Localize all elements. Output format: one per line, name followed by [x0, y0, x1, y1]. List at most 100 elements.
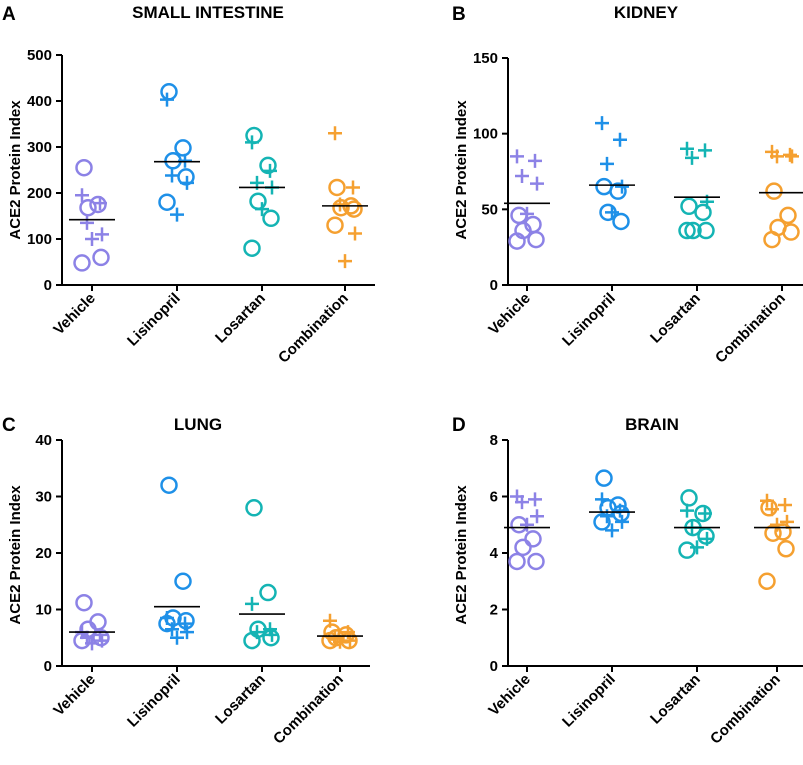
panel-letter: A — [2, 4, 16, 25]
data-point-plus — [605, 205, 619, 220]
data-point-circle — [609, 182, 627, 200]
y-tick-label: 30 — [35, 489, 52, 506]
data-point-plus — [615, 179, 629, 194]
data-point-plus — [95, 633, 109, 648]
x-category-label: Vehicle — [485, 671, 534, 720]
data-point-circle — [694, 203, 712, 222]
data-point-plus — [180, 175, 194, 190]
data-point-plus — [255, 202, 269, 217]
data-point-plus — [178, 616, 192, 631]
x-category-label: Lisinopril — [559, 290, 619, 350]
data-point-circle — [245, 499, 263, 517]
data-point-plus — [85, 232, 99, 246]
data-point-plus — [528, 153, 542, 168]
y-tick-label: 0 — [490, 277, 498, 294]
data-point-plus — [328, 126, 342, 141]
panel-lung: C LUNG ACE2 Protein Index 0 10 20 30 40 … — [2, 415, 370, 748]
y-tick-label: 400 — [27, 93, 52, 110]
data-point-circle — [514, 538, 532, 557]
data-point-plus — [245, 596, 259, 611]
data-point-circle — [92, 248, 110, 267]
data-point-circle — [160, 476, 178, 494]
chart-title: BRAIN — [625, 415, 679, 434]
data-point-circle — [595, 469, 613, 487]
data-point-plus — [615, 514, 629, 529]
data-point-circle — [259, 583, 277, 602]
data-point-plus — [160, 92, 174, 107]
y-axis-label: ACE2 Protein Index — [453, 100, 470, 240]
data-point-plus — [780, 514, 794, 529]
data-point-plus — [528, 492, 542, 507]
data-point-plus — [698, 506, 712, 521]
data-point-circle — [680, 197, 698, 216]
data-point-plus — [613, 132, 627, 147]
data-point-plus — [770, 149, 784, 164]
y-tick-label: 10 — [35, 602, 52, 619]
data-point-circle — [174, 572, 192, 590]
data-point-circle — [508, 552, 526, 571]
data-point-circle — [73, 254, 91, 272]
data-point-plus — [93, 196, 107, 211]
data-point-circle — [160, 83, 178, 101]
data-point-circle — [510, 206, 528, 225]
data-point-circle — [684, 221, 702, 240]
data-point-circle — [75, 158, 93, 177]
y-tick-label: 150 — [473, 50, 498, 67]
data-point-circle — [593, 513, 611, 531]
data-point-plus — [778, 497, 792, 512]
data-point-circle — [243, 239, 261, 257]
data-point-plus — [263, 163, 277, 178]
data-point-plus — [170, 207, 184, 222]
data-point-plus — [613, 503, 627, 518]
data-point-plus — [338, 254, 352, 269]
y-tick-label: 500 — [27, 47, 52, 64]
x-category-label: Losartan — [212, 671, 269, 728]
data-point-plus — [785, 149, 799, 164]
y-axis-label: ACE2 Protein Index — [7, 100, 24, 240]
data-point-circle — [527, 552, 545, 571]
y-tick-label: 0 — [44, 658, 52, 675]
data-point-plus — [680, 503, 694, 518]
data-point-plus — [685, 150, 699, 165]
data-point-circle — [326, 216, 344, 234]
data-point-circle — [678, 541, 696, 559]
x-category-label: Combination — [712, 290, 789, 367]
chart-title: SMALL INTESTINE — [132, 3, 284, 22]
y-tick-label: 40 — [35, 432, 52, 449]
x-category-label: Vehicle — [50, 671, 99, 720]
data-point-circle — [89, 195, 107, 214]
y-tick-label: 2 — [490, 602, 498, 619]
data-point-plus — [170, 630, 184, 645]
data-point-plus — [75, 188, 89, 203]
y-tick-label: 50 — [481, 201, 498, 218]
data-point-circle — [782, 223, 800, 241]
x-category-label: Combination — [275, 290, 352, 367]
data-point-plus — [165, 168, 179, 183]
x-category-label: Losartan — [212, 290, 269, 347]
data-point-plus — [323, 613, 337, 628]
data-point-circle — [760, 499, 778, 517]
data-point-plus — [783, 147, 797, 162]
panel-letter: C — [2, 415, 16, 436]
x-category-label: Lisinopril — [124, 290, 184, 350]
data-point-plus — [690, 540, 704, 555]
x-category-label: Combination — [270, 671, 347, 748]
y-tick-label: 100 — [473, 126, 498, 143]
panel-small-intestine: A SMALL INTESTINE ACE2 Protein Index 0 1… — [2, 3, 375, 367]
data-point-plus — [346, 180, 360, 195]
data-point-circle — [259, 156, 277, 175]
data-point-plus — [245, 135, 259, 150]
x-category-label: Vehicle — [50, 290, 99, 339]
data-point-circle — [595, 177, 613, 196]
data-point-plus — [85, 636, 99, 651]
data-point-plus — [530, 176, 544, 191]
data-point-circle — [763, 230, 781, 249]
x-category-label: Lisinopril — [124, 671, 184, 731]
data-point-circle — [328, 178, 346, 197]
data-point-plus — [530, 509, 544, 524]
y-tick-label: 100 — [27, 231, 52, 248]
data-point-circle — [777, 540, 795, 558]
y-tick-label: 6 — [490, 489, 498, 506]
data-point-circle — [680, 489, 698, 507]
